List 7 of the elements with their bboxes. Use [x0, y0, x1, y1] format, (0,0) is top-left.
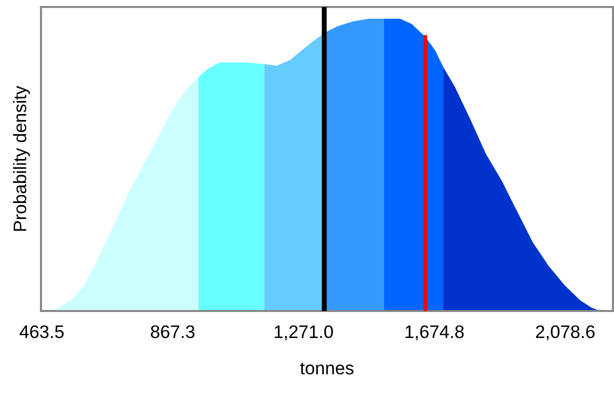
x-tick-label: 1,271.0 [274, 325, 333, 340]
x-tick-label: 463.5 [20, 325, 64, 338]
x-tick-label: 1,674.8 [406, 325, 464, 340]
x-tick-label: 2,078.6 [536, 325, 595, 340]
x-tick-label: 867.3 [150, 325, 194, 338]
y-axis-title: Probability density [13, 86, 30, 231]
x-axis-title: tonnes [300, 362, 354, 374]
